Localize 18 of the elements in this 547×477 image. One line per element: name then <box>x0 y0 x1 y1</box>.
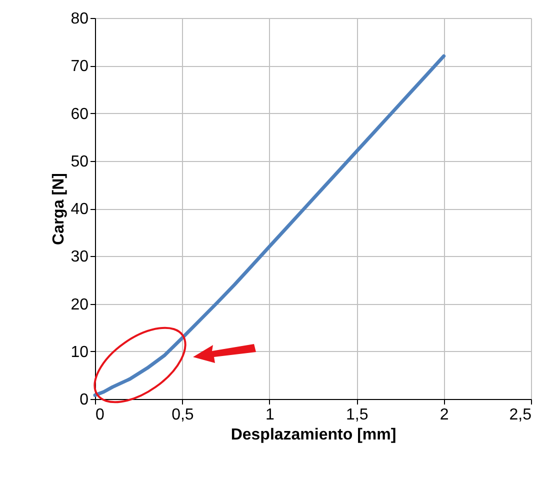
x-tick-label: 0 <box>96 406 104 424</box>
y-tick-label: 70 <box>70 58 89 76</box>
y-tick-label: 0 <box>80 392 89 408</box>
y-axis-title: Carga [N] <box>50 172 68 246</box>
y-tick-label: 30 <box>70 248 89 266</box>
y-tick-label: 80 <box>70 10 89 28</box>
y-tick-label: 10 <box>70 344 89 361</box>
y-tick-label: 20 <box>70 296 89 314</box>
x-axis-title: Desplazamiento [mm] <box>230 426 396 444</box>
y-tick-label: 40 <box>70 201 89 218</box>
x-tick-label: 1 <box>265 406 274 424</box>
x-tick-label: 2 <box>440 406 449 424</box>
x-tick-label: 2,5 <box>509 406 532 424</box>
line-series <box>93 54 446 397</box>
y-tick-label: 50 <box>70 153 89 170</box>
x-tick-label: 1,5 <box>346 406 368 424</box>
x-tick-label: 0,5 <box>172 406 194 424</box>
y-tick-label: 60 <box>70 106 89 123</box>
